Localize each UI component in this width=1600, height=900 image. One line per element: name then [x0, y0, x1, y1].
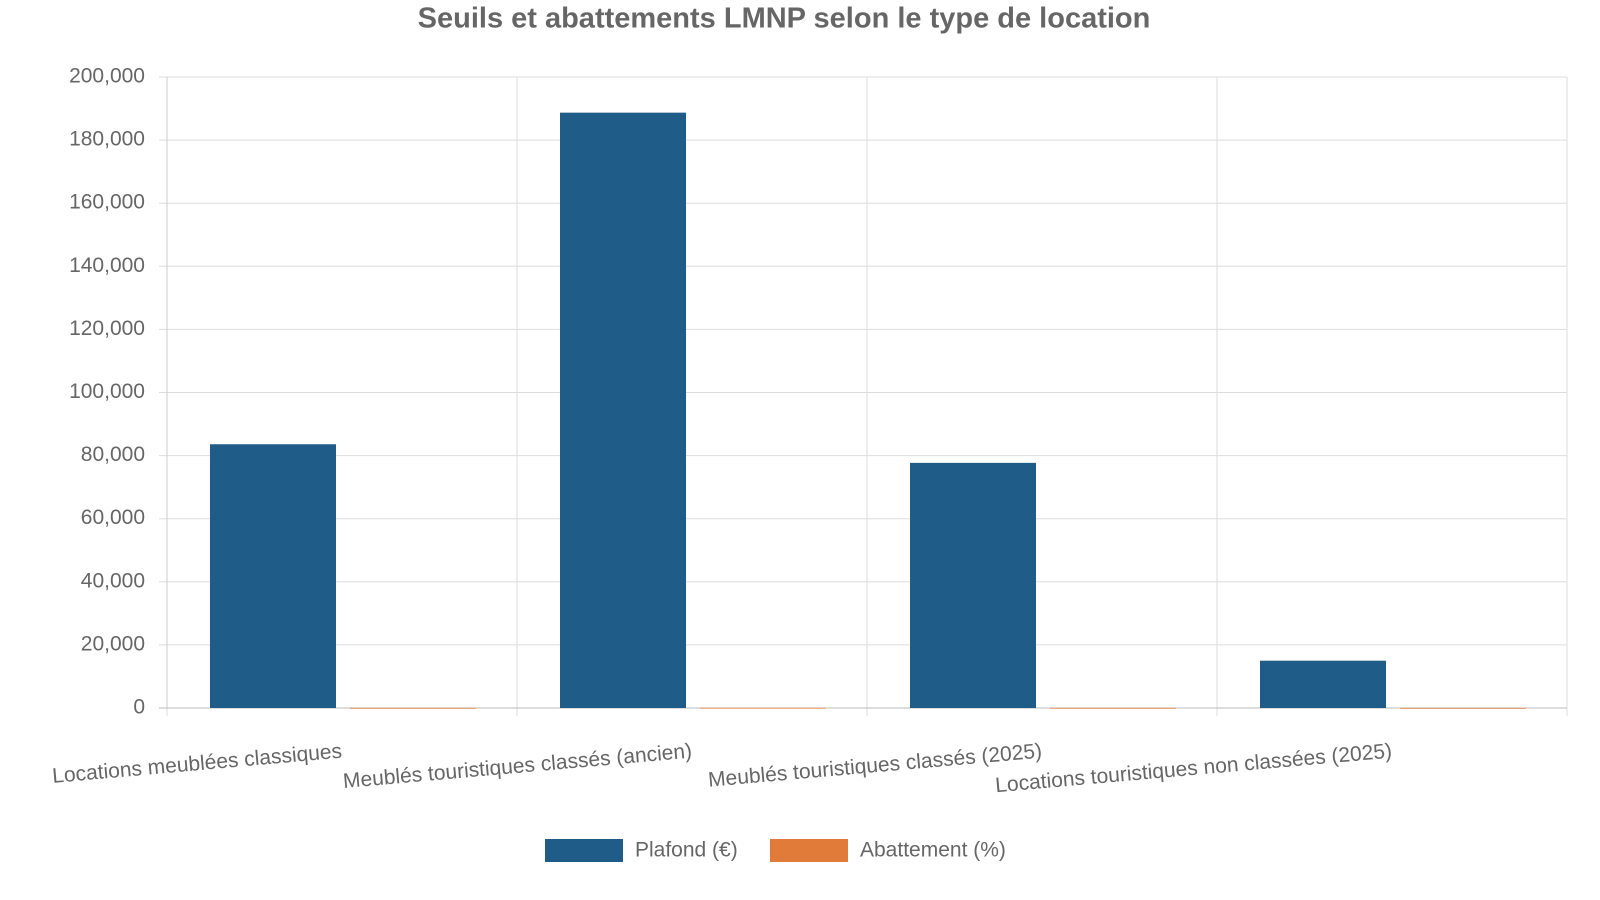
bar	[700, 707, 826, 709]
x-tick-label: Locations meublées classiques	[51, 740, 343, 788]
y-tick-label: 20,000	[81, 632, 145, 655]
bar	[210, 444, 336, 708]
chart-title: Seuils et abattements LMNP selon le type…	[418, 3, 1151, 35]
bar	[350, 707, 476, 709]
bar	[560, 112, 686, 709]
x-tick-label: Locations touristiques non classées (202…	[994, 740, 1393, 798]
y-tick-label: 0	[133, 696, 145, 719]
x-tick-label: Meublés touristiques classés (2025)	[707, 740, 1043, 792]
legend-label: Abattement (%)	[860, 839, 1006, 862]
y-tick-label: 60,000	[81, 506, 145, 529]
y-tick-label: 40,000	[81, 569, 145, 592]
bar	[1260, 660, 1386, 708]
legend-swatch	[770, 839, 848, 862]
y-tick-label: 120,000	[69, 317, 145, 340]
bar	[1050, 707, 1176, 709]
bar	[910, 462, 1036, 708]
y-tick-label: 140,000	[69, 254, 145, 277]
y-tick-label: 180,000	[69, 128, 145, 151]
y-tick-label: 80,000	[81, 443, 145, 466]
y-tick-label: 200,000	[69, 65, 145, 88]
x-tick-label: Meublés touristiques classés (ancien)	[342, 740, 693, 793]
legend-swatch	[545, 839, 623, 862]
y-tick-label: 160,000	[69, 191, 145, 214]
y-tick-label: 100,000	[69, 380, 145, 403]
legend-label: Plafond (€)	[635, 839, 738, 862]
bar	[1400, 707, 1526, 709]
